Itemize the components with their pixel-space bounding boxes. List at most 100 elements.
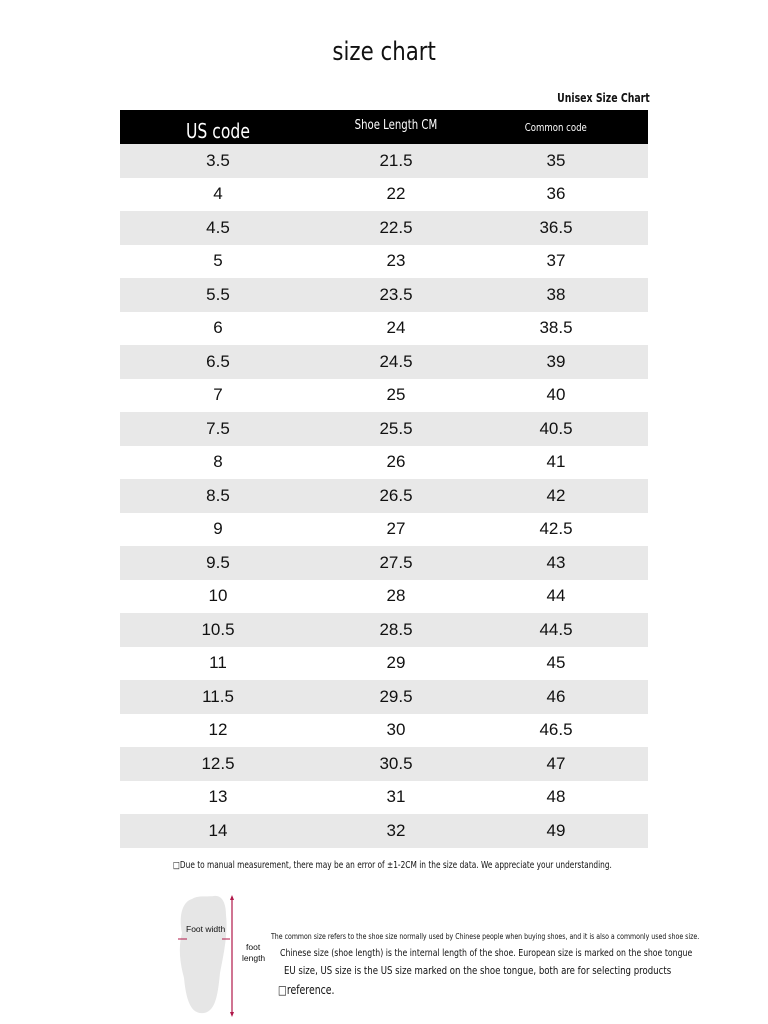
table-row: 8 26 41 [120, 446, 648, 480]
us-code-cell: 13 [208, 787, 228, 807]
foot-diagram [179, 895, 227, 1014]
table-row: 10 28 44 [120, 580, 648, 614]
shoe-length-cell: 28 [386, 586, 406, 606]
table-row: 6 24 38.5 [120, 312, 648, 346]
common-code-cell: 48 [546, 787, 566, 807]
us-code-cell: 6 [213, 318, 223, 338]
shoe-length-cell: 30.5 [379, 753, 413, 773]
dimension-arrows [178, 895, 234, 1017]
shoe-length-cell: 25.5 [379, 418, 413, 438]
us-code-cell: 5.5 [206, 284, 230, 304]
table-row: 5.5 23.5 38 [120, 278, 648, 312]
shoe-length-cell: 30 [386, 720, 406, 740]
description-line-1: The common size refers to the shoe size … [271, 932, 700, 941]
us-code-cell: 7 [213, 385, 223, 405]
shoe-length-cell: 28.5 [379, 619, 413, 639]
us-code-cell: 8.5 [206, 485, 230, 505]
shoe-length-cell: 29 [386, 653, 406, 673]
shoe-length-cell: 27 [386, 519, 406, 539]
table-row: 12.5 30.5 47 [120, 747, 648, 781]
common-code-cell: 38.5 [539, 318, 573, 338]
us-code-cell: 10.5 [201, 619, 235, 639]
table-row: 14 32 49 [120, 814, 648, 848]
table-header: US code Shoe Length CM Common code [120, 110, 648, 144]
table-row: 9.5 27.5 43 [120, 546, 648, 580]
foot-shape-icon [179, 895, 227, 1014]
us-code-cell: 11 [209, 653, 227, 673]
shoe-length-cell: 32 [386, 820, 406, 840]
foot-width-label: Foot width [186, 924, 226, 934]
shoe-length-cell: 26 [386, 452, 406, 472]
common-code-cell: 42 [546, 485, 566, 505]
header-us-code: US code [186, 118, 250, 143]
common-code-cell: 44.5 [539, 619, 573, 639]
common-code-cell: 45 [546, 653, 566, 673]
common-code-cell: 49 [546, 820, 566, 840]
chart-subtitle: Unisex Size Chart [557, 91, 650, 105]
us-code-cell: 6.5 [206, 351, 230, 371]
table-row: 8.5 26.5 42 [120, 479, 648, 513]
us-code-cell: 7.5 [206, 418, 230, 438]
shoe-length-cell: 29.5 [379, 686, 413, 706]
description-line-2: Chinese size (shoe length) is the intern… [280, 948, 693, 959]
header-common-code: Common code [524, 120, 588, 134]
us-code-cell: 5 [213, 251, 223, 271]
common-code-cell: 46 [546, 686, 566, 706]
us-code-cell: 8 [213, 452, 223, 472]
us-code-cell: 12.5 [201, 753, 235, 773]
table-row: 12 30 46.5 [120, 714, 648, 748]
common-code-cell: 38 [546, 284, 566, 304]
table-row: 3.5 21.5 35 [120, 144, 648, 178]
shoe-length-cell: 24.5 [379, 351, 413, 371]
shoe-length-cell: 27.5 [379, 552, 413, 572]
common-code-cell: 37 [546, 251, 566, 271]
common-code-cell: 35 [546, 150, 566, 170]
common-code-cell: 36 [546, 184, 566, 204]
us-code-cell: 14 [208, 820, 228, 840]
us-code-cell: 10 [208, 586, 228, 606]
shoe-length-cell: 23 [386, 251, 406, 271]
description-line-3: EU size, US size is the US size marked o… [284, 964, 672, 977]
table-row: 4 22 36 [120, 178, 648, 212]
common-code-cell: 40 [546, 385, 566, 405]
common-code-cell: 43 [546, 552, 566, 572]
table-row: 9 27 42.5 [120, 513, 648, 547]
common-code-cell: 36.5 [539, 217, 573, 237]
common-code-cell: 42.5 [539, 519, 573, 539]
measurement-note: □Due to manual measurement, there may be… [172, 860, 612, 871]
us-code-cell: 3.5 [206, 150, 230, 170]
common-code-cell: 44 [546, 586, 566, 606]
shoe-length-cell: 22 [386, 184, 406, 204]
table-row: 7.5 25.5 40.5 [120, 412, 648, 446]
size-table: US code Shoe Length CM Common code 3.5 21… [120, 110, 648, 848]
foot-length-label: foot [246, 942, 261, 952]
shoe-length-cell: 31 [386, 787, 406, 807]
common-code-cell: 39 [546, 351, 566, 371]
common-code-cell: 47 [546, 753, 566, 773]
shoe-length-cell: 22.5 [379, 217, 413, 237]
us-code-cell: 11.5 [202, 686, 234, 706]
us-code-cell: 9 [213, 519, 223, 539]
shoe-length-cell: 23.5 [379, 284, 413, 304]
us-code-cell: 12 [208, 720, 228, 740]
shoe-length-cell: 26.5 [379, 485, 413, 505]
table-row: 11 29 45 [120, 647, 648, 681]
description-line-4: □reference. [278, 983, 335, 997]
table-row: 5 23 37 [120, 245, 648, 279]
common-code-cell: 46.5 [539, 720, 573, 740]
table-row: 7 25 40 [120, 379, 648, 413]
shoe-length-cell: 25 [386, 385, 406, 405]
header-shoe-length: Shoe Length CM [354, 118, 438, 133]
table-row: 6.5 24.5 39 [120, 345, 648, 379]
us-code-cell: 4.5 [206, 217, 230, 237]
table-row: 13 31 48 [120, 781, 648, 815]
foot-length-label-2: length [242, 953, 266, 963]
common-code-cell: 41 [546, 452, 566, 472]
us-code-cell: 9.5 [206, 552, 230, 572]
shoe-length-cell: 24 [386, 318, 406, 338]
table-row: 10.5 28.5 44.5 [120, 613, 648, 647]
page-title: size chart [332, 37, 436, 67]
common-code-cell: 40.5 [539, 418, 573, 438]
shoe-length-cell: 21.5 [379, 150, 413, 170]
us-code-cell: 4 [213, 184, 223, 204]
